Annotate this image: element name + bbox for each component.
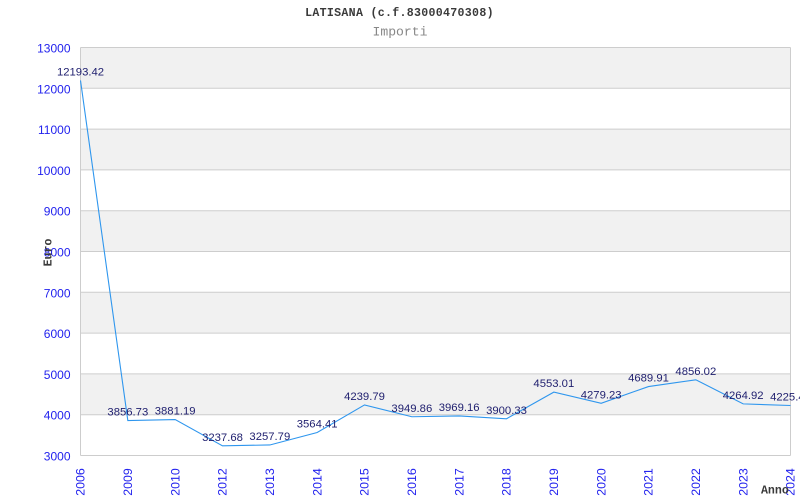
svg-text:8000: 8000	[44, 246, 71, 260]
svg-text:3257.79: 3257.79	[249, 431, 290, 443]
svg-text:4264.92: 4264.92	[723, 390, 764, 402]
svg-text:12000: 12000	[37, 82, 71, 96]
svg-text:4000: 4000	[44, 409, 71, 423]
svg-text:3900.33: 3900.33	[486, 405, 527, 417]
svg-text:4279.23: 4279.23	[581, 389, 622, 401]
svg-text:2022: 2022	[689, 468, 703, 496]
svg-text:4553.01: 4553.01	[533, 378, 574, 390]
svg-text:Anno: Anno	[761, 485, 789, 498]
svg-text:6000: 6000	[44, 327, 71, 341]
svg-text:2023: 2023	[736, 468, 750, 496]
svg-text:3856.73: 3856.73	[107, 407, 148, 419]
svg-text:2020: 2020	[594, 468, 608, 496]
svg-text:2010: 2010	[168, 468, 182, 496]
svg-text:4856.02: 4856.02	[675, 366, 716, 378]
svg-text:10000: 10000	[37, 164, 71, 178]
svg-text:Importi: Importi	[372, 25, 427, 40]
svg-text:11000: 11000	[38, 123, 71, 137]
svg-text:9000: 9000	[44, 205, 71, 219]
svg-text:2017: 2017	[452, 468, 466, 496]
svg-text:4225.46: 4225.46	[770, 392, 800, 404]
svg-text:5000: 5000	[44, 368, 71, 382]
svg-text:Euro: Euro	[43, 239, 56, 267]
svg-text:2009: 2009	[121, 468, 135, 496]
svg-text:7000: 7000	[44, 286, 71, 300]
svg-text:2016: 2016	[405, 468, 419, 496]
svg-text:2013: 2013	[263, 468, 277, 496]
svg-text:3969.16: 3969.16	[439, 402, 480, 414]
svg-text:4689.91: 4689.91	[628, 373, 669, 385]
svg-text:2021: 2021	[642, 468, 656, 496]
svg-text:2006: 2006	[74, 468, 88, 496]
svg-text:2015: 2015	[358, 468, 372, 496]
svg-text:LATISANA (c.f.83000470308): LATISANA (c.f.83000470308)	[305, 7, 494, 20]
svg-text:3949.86: 3949.86	[391, 403, 432, 415]
svg-text:2019: 2019	[547, 468, 561, 496]
svg-text:2014: 2014	[310, 468, 324, 496]
svg-text:2018: 2018	[500, 468, 514, 496]
svg-text:3237.68: 3237.68	[202, 432, 243, 444]
svg-text:3000: 3000	[44, 450, 71, 464]
svg-text:13000: 13000	[37, 42, 71, 56]
svg-text:4239.79: 4239.79	[344, 391, 385, 403]
svg-text:2012: 2012	[216, 468, 230, 496]
svg-text:3564.41: 3564.41	[297, 418, 338, 430]
svg-text:12193.42: 12193.42	[57, 66, 104, 78]
svg-text:3881.19: 3881.19	[155, 406, 196, 418]
svg-text:2024: 2024	[784, 468, 798, 496]
